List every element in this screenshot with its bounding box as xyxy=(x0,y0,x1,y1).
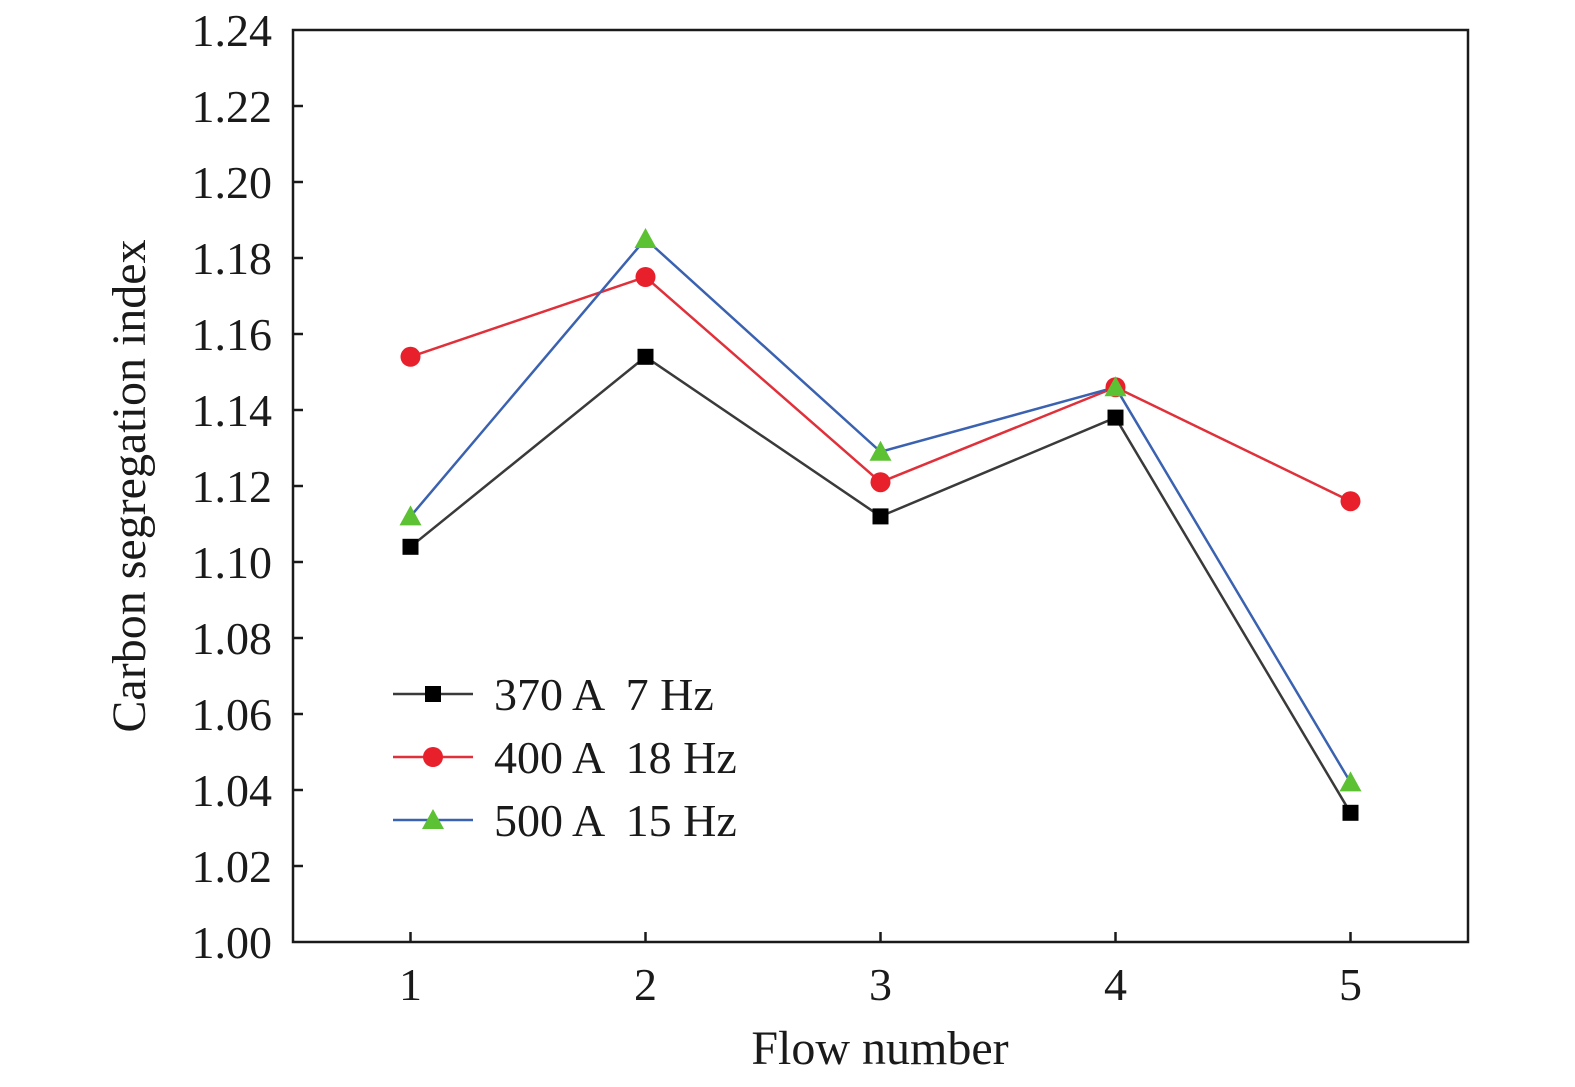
legend-marker xyxy=(423,747,443,767)
data-point-series-1 xyxy=(1107,409,1124,426)
y-tick-label: 1.06 xyxy=(192,689,273,740)
y-tick-label: 1.04 xyxy=(192,765,273,816)
x-tick-label: 1 xyxy=(399,959,422,1010)
y-tick-label: 1.02 xyxy=(192,841,273,892)
data-point-series-2 xyxy=(870,472,891,493)
y-tick-label: 1.16 xyxy=(192,309,273,360)
x-axis: 1 2 3 4 5 xyxy=(399,932,1362,1010)
data-point-series-1 xyxy=(1342,804,1359,821)
y-axis: 1.00 1.02 1.04 1.06 1.08 1.10 1.12 1.14 1.16 1.18… xyxy=(192,5,303,968)
y-tick-label: 1.14 xyxy=(192,385,273,436)
legend-label: 500 A 15 Hz xyxy=(494,795,737,846)
y-axis-title: Carbon segregation index xyxy=(103,239,156,732)
y-tick-label: 1.20 xyxy=(192,157,273,208)
data-point-series-2 xyxy=(635,267,656,287)
data-point-series-1 xyxy=(637,348,654,365)
data-point-series-1 xyxy=(402,538,419,555)
x-tick-label: 3 xyxy=(869,959,892,1010)
x-tick-label: 2 xyxy=(634,959,657,1010)
legend-label: 400 A 18 Hz xyxy=(494,732,737,783)
data-point-series-3 xyxy=(1104,376,1127,397)
data-point-series-3 xyxy=(399,505,422,526)
y-tick-label: 1.00 xyxy=(192,917,273,968)
x-axis-title: Flow number xyxy=(751,1022,1008,1075)
data-point-series-3 xyxy=(869,440,892,461)
legend-marker xyxy=(425,686,441,702)
y-tick-label: 1.08 xyxy=(192,613,273,664)
legend: 370 A 7 Hz 400 A 18 Hz 500 A 15 Hz xyxy=(393,669,737,846)
y-tick-label: 1.10 xyxy=(192,537,273,588)
data-point-series-3 xyxy=(1339,771,1362,792)
data-point-series-3 xyxy=(634,228,657,248)
data-point-series-2 xyxy=(1340,491,1361,512)
series-line-2 xyxy=(410,275,1352,503)
legend-marker xyxy=(422,809,444,829)
series-layer xyxy=(399,228,1362,821)
legend-label: 370 A 7 Hz xyxy=(494,669,714,720)
y-tick-label: 1.12 xyxy=(192,461,273,512)
data-point-series-1 xyxy=(872,508,889,525)
y-tick-label: 1.22 xyxy=(192,81,273,132)
y-tick-label: 1.24 xyxy=(192,5,273,56)
data-point-series-2 xyxy=(400,346,421,367)
x-tick-label: 5 xyxy=(1339,959,1362,1010)
y-tick-label: 1.18 xyxy=(192,233,273,284)
x-tick-label: 4 xyxy=(1104,959,1127,1010)
